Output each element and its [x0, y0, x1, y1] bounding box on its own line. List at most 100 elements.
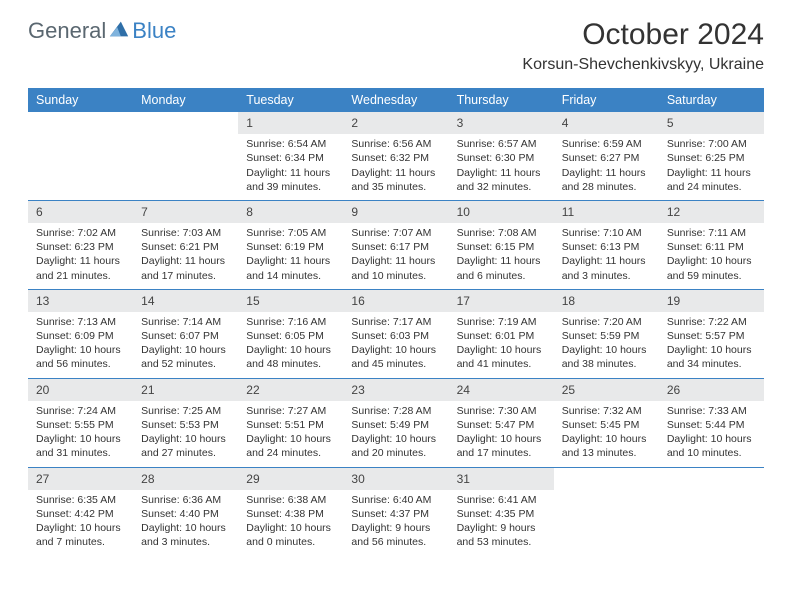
sunset-text: Sunset: 6:32 PM	[351, 151, 440, 165]
day-number: 17	[449, 290, 554, 312]
calendar-cell: 19Sunrise: 7:22 AMSunset: 5:57 PMDayligh…	[659, 290, 764, 378]
day-number: 19	[659, 290, 764, 312]
cell-body: Sunrise: 7:10 AMSunset: 6:13 PMDaylight:…	[554, 223, 659, 289]
day-number: 9	[343, 201, 448, 223]
cell-body: Sunrise: 7:32 AMSunset: 5:45 PMDaylight:…	[554, 401, 659, 467]
cell-body: Sunrise: 7:08 AMSunset: 6:15 PMDaylight:…	[449, 223, 554, 289]
daylight-text: Daylight: 10 hours and 7 minutes.	[36, 521, 125, 549]
cell-body: Sunrise: 7:25 AMSunset: 5:53 PMDaylight:…	[133, 401, 238, 467]
cell-body: Sunrise: 6:57 AMSunset: 6:30 PMDaylight:…	[449, 134, 554, 200]
calendar-page: General Blue October 2024 Korsun-Shevche…	[0, 0, 792, 573]
sunset-text: Sunset: 6:27 PM	[562, 151, 651, 165]
daylight-text: Daylight: 10 hours and 59 minutes.	[667, 254, 756, 282]
sunset-text: Sunset: 6:03 PM	[351, 329, 440, 343]
sunset-text: Sunset: 4:35 PM	[457, 507, 546, 521]
daylight-text: Daylight: 11 hours and 28 minutes.	[562, 166, 651, 194]
calendar-cell: 15Sunrise: 7:16 AMSunset: 6:05 PMDayligh…	[238, 290, 343, 378]
calendar-cell: 20Sunrise: 7:24 AMSunset: 5:55 PMDayligh…	[28, 379, 133, 467]
calendar-cell: 10Sunrise: 7:08 AMSunset: 6:15 PMDayligh…	[449, 201, 554, 289]
day-number: 21	[133, 379, 238, 401]
sunset-text: Sunset: 6:25 PM	[667, 151, 756, 165]
sunset-text: Sunset: 6:11 PM	[667, 240, 756, 254]
sunset-text: Sunset: 5:44 PM	[667, 418, 756, 432]
calendar-cell: 24Sunrise: 7:30 AMSunset: 5:47 PMDayligh…	[449, 379, 554, 467]
calendar-cell-empty	[659, 468, 764, 556]
daylight-text: Daylight: 11 hours and 32 minutes.	[457, 166, 546, 194]
sunset-text: Sunset: 5:53 PM	[141, 418, 230, 432]
calendar-cell: 26Sunrise: 7:33 AMSunset: 5:44 PMDayligh…	[659, 379, 764, 467]
cell-body: Sunrise: 6:40 AMSunset: 4:37 PMDaylight:…	[343, 490, 448, 556]
cell-body: Sunrise: 7:16 AMSunset: 6:05 PMDaylight:…	[238, 312, 343, 378]
calendar-cell: 14Sunrise: 7:14 AMSunset: 6:07 PMDayligh…	[133, 290, 238, 378]
sunset-text: Sunset: 5:47 PM	[457, 418, 546, 432]
day-number: 13	[28, 290, 133, 312]
daylight-text: Daylight: 11 hours and 10 minutes.	[351, 254, 440, 282]
cell-body: Sunrise: 7:02 AMSunset: 6:23 PMDaylight:…	[28, 223, 133, 289]
weekday-header-cell: Tuesday	[238, 88, 343, 112]
day-number: 1	[238, 112, 343, 134]
daylight-text: Daylight: 10 hours and 24 minutes.	[246, 432, 335, 460]
day-number: 7	[133, 201, 238, 223]
sunrise-text: Sunrise: 7:11 AM	[667, 226, 756, 240]
cell-body: Sunrise: 7:27 AMSunset: 5:51 PMDaylight:…	[238, 401, 343, 467]
sunrise-text: Sunrise: 6:35 AM	[36, 493, 125, 507]
cell-body: Sunrise: 7:28 AMSunset: 5:49 PMDaylight:…	[343, 401, 448, 467]
day-number: 3	[449, 112, 554, 134]
day-number: 15	[238, 290, 343, 312]
sunrise-text: Sunrise: 7:28 AM	[351, 404, 440, 418]
cell-body: Sunrise: 7:33 AMSunset: 5:44 PMDaylight:…	[659, 401, 764, 467]
cell-body: Sunrise: 7:22 AMSunset: 5:57 PMDaylight:…	[659, 312, 764, 378]
sunrise-text: Sunrise: 7:24 AM	[36, 404, 125, 418]
cell-body: Sunrise: 7:05 AMSunset: 6:19 PMDaylight:…	[238, 223, 343, 289]
calendar-cell: 29Sunrise: 6:38 AMSunset: 4:38 PMDayligh…	[238, 468, 343, 556]
calendar-cell: 11Sunrise: 7:10 AMSunset: 6:13 PMDayligh…	[554, 201, 659, 289]
calendar-cell-empty	[554, 468, 659, 556]
daylight-text: Daylight: 11 hours and 6 minutes.	[457, 254, 546, 282]
sunset-text: Sunset: 5:49 PM	[351, 418, 440, 432]
daylight-text: Daylight: 10 hours and 56 minutes.	[36, 343, 125, 371]
calendar-cell: 5Sunrise: 7:00 AMSunset: 6:25 PMDaylight…	[659, 112, 764, 200]
daylight-text: Daylight: 11 hours and 14 minutes.	[246, 254, 335, 282]
daylight-text: Daylight: 11 hours and 35 minutes.	[351, 166, 440, 194]
sunrise-text: Sunrise: 6:57 AM	[457, 137, 546, 151]
calendar-cell: 31Sunrise: 6:41 AMSunset: 4:35 PMDayligh…	[449, 468, 554, 556]
sunset-text: Sunset: 6:17 PM	[351, 240, 440, 254]
sunrise-text: Sunrise: 6:41 AM	[457, 493, 546, 507]
sunset-text: Sunset: 4:40 PM	[141, 507, 230, 521]
daylight-text: Daylight: 10 hours and 13 minutes.	[562, 432, 651, 460]
sunrise-text: Sunrise: 7:33 AM	[667, 404, 756, 418]
daylight-text: Daylight: 11 hours and 21 minutes.	[36, 254, 125, 282]
sunset-text: Sunset: 4:38 PM	[246, 507, 335, 521]
sunset-text: Sunset: 5:59 PM	[562, 329, 651, 343]
daylight-text: Daylight: 10 hours and 17 minutes.	[457, 432, 546, 460]
cell-body: Sunrise: 6:36 AMSunset: 4:40 PMDaylight:…	[133, 490, 238, 556]
cell-body: Sunrise: 7:30 AMSunset: 5:47 PMDaylight:…	[449, 401, 554, 467]
sunset-text: Sunset: 6:19 PM	[246, 240, 335, 254]
daylight-text: Daylight: 10 hours and 31 minutes.	[36, 432, 125, 460]
sunrise-text: Sunrise: 6:38 AM	[246, 493, 335, 507]
sunset-text: Sunset: 6:01 PM	[457, 329, 546, 343]
sunrise-text: Sunrise: 7:19 AM	[457, 315, 546, 329]
sunrise-text: Sunrise: 7:32 AM	[562, 404, 651, 418]
cell-body: Sunrise: 7:24 AMSunset: 5:55 PMDaylight:…	[28, 401, 133, 467]
sunrise-text: Sunrise: 7:20 AM	[562, 315, 651, 329]
cell-body: Sunrise: 7:07 AMSunset: 6:17 PMDaylight:…	[343, 223, 448, 289]
calendar-cell-empty	[133, 112, 238, 200]
sunset-text: Sunset: 6:05 PM	[246, 329, 335, 343]
sunrise-text: Sunrise: 7:07 AM	[351, 226, 440, 240]
daylight-text: Daylight: 10 hours and 45 minutes.	[351, 343, 440, 371]
brand-text-general: General	[28, 18, 106, 44]
calendar-cell: 30Sunrise: 6:40 AMSunset: 4:37 PMDayligh…	[343, 468, 448, 556]
weekday-header-cell: Monday	[133, 88, 238, 112]
weeks-container: 1Sunrise: 6:54 AMSunset: 6:34 PMDaylight…	[28, 112, 764, 555]
sunset-text: Sunset: 6:07 PM	[141, 329, 230, 343]
cell-body: Sunrise: 7:19 AMSunset: 6:01 PMDaylight:…	[449, 312, 554, 378]
day-number: 18	[554, 290, 659, 312]
daylight-text: Daylight: 11 hours and 3 minutes.	[562, 254, 651, 282]
sunrise-text: Sunrise: 7:08 AM	[457, 226, 546, 240]
brand-text-blue: Blue	[132, 18, 176, 44]
sunrise-text: Sunrise: 7:00 AM	[667, 137, 756, 151]
day-number: 12	[659, 201, 764, 223]
day-number: 31	[449, 468, 554, 490]
calendar-cell: 25Sunrise: 7:32 AMSunset: 5:45 PMDayligh…	[554, 379, 659, 467]
